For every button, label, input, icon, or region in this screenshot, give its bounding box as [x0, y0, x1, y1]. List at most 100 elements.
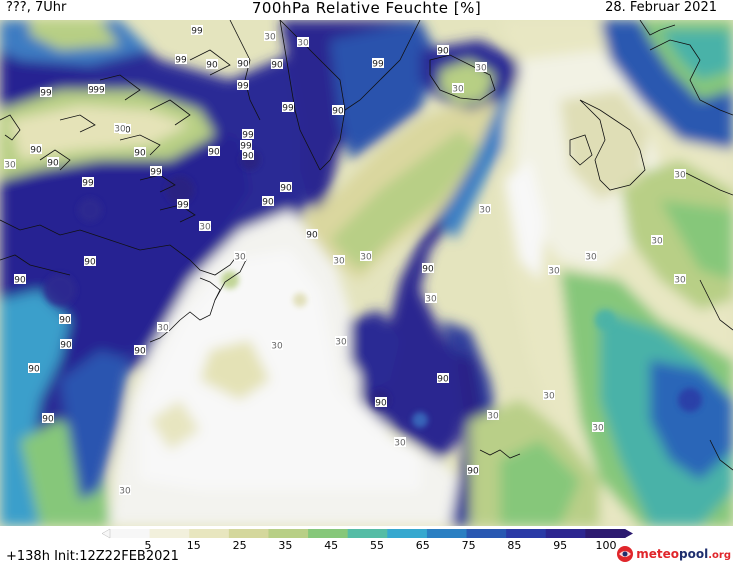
contour-label-bg: [306, 229, 318, 239]
contour-label: 90: [467, 467, 479, 477]
scale-tick-label: 65: [415, 539, 430, 552]
contour-label-bg: [59, 314, 71, 324]
contour-label-bg: [150, 166, 162, 176]
contour-label-bg: [280, 182, 292, 192]
contour-label-bg: [42, 413, 54, 423]
contour-label-bg: [332, 105, 344, 115]
contour-label-bg: [437, 373, 449, 383]
contour-label-bg: [157, 322, 169, 332]
contour-labels: 9999909099909990909990999099999090999099…: [4, 25, 686, 497]
contour-label: 30: [592, 424, 604, 434]
contour-label: 30: [271, 342, 283, 352]
color-scale-swatch: [545, 529, 586, 538]
contour-label-bg: [394, 437, 406, 447]
scale-tick-label: 25: [232, 539, 247, 552]
color-scale-swatch: [387, 529, 428, 538]
contour-label-bg: [585, 251, 597, 261]
contour-label: 90: [422, 265, 434, 275]
contour-label: 90: [437, 47, 449, 57]
contour-label-bg: [375, 397, 387, 407]
contour-label-bg: [237, 58, 249, 68]
contour-label: 99: [372, 60, 384, 70]
color-scale-swatch: [149, 529, 190, 538]
contour-label-bg: [651, 235, 663, 245]
contour-label: 90: [306, 231, 318, 241]
contour-label-bg: [119, 485, 131, 495]
scale-tick-label: 95: [553, 539, 568, 552]
color-scale-swatch: [347, 529, 388, 538]
contour-label-bg: [134, 345, 146, 355]
contour-label: 30: [119, 487, 131, 497]
scale-tick-label: 45: [324, 539, 339, 552]
scale-tick-label: 85: [507, 539, 522, 552]
contour-label-bg: [191, 25, 203, 35]
contour-label-bg: [264, 31, 276, 41]
contour-label: 30: [264, 33, 276, 43]
contour-label-bg: [177, 199, 189, 209]
contour-label-bg: [487, 410, 499, 420]
map-title: 700hPa Relative Feuchte [%]: [251, 0, 482, 17]
color-scale-swatch: [110, 529, 151, 538]
humidity-detail: [44, 150, 702, 428]
color-scale-swatch: [189, 529, 230, 538]
contour-label-bg: [479, 204, 491, 214]
color-scale-swatch: [506, 529, 547, 538]
contour-label-bg: [4, 159, 16, 169]
run-info: +138h Init:12Z22FEB2021: [6, 549, 179, 564]
contour-label-bg: [175, 54, 187, 64]
contour-label: 99: [82, 179, 94, 189]
contour-label-bg: [475, 62, 487, 72]
header: ???, 7Uhr 700hPa Relative Feuchte [%] 28…: [0, 0, 733, 20]
color-scale-swatch: [228, 529, 269, 538]
contour-label-bg: [40, 87, 52, 97]
contour-label-bg: [242, 129, 254, 139]
contour-label-bg: [14, 274, 26, 284]
forecast-time-label: ???, 7Uhr: [6, 0, 67, 15]
humidity-field: [0, 20, 733, 526]
coastlines: [0, 20, 733, 471]
contour-label: 90: [206, 61, 218, 71]
contour-label: 30: [335, 338, 347, 348]
contour-label-bg: [93, 84, 105, 94]
contour-label: 90: [30, 146, 42, 156]
contour-label-bg: [114, 123, 126, 133]
valid-date: 28. Februar 2021: [605, 0, 717, 15]
contour-label: 90: [208, 148, 220, 158]
contour-label: 99: [93, 86, 105, 96]
contour-label-bg: [82, 177, 94, 187]
contour-label-bg: [28, 363, 40, 373]
legend: 5 15 25 35 45 55 65 75 85 95 100 +138h Init:12Z22F…: [0, 526, 733, 566]
contour-label: 90: [59, 316, 71, 326]
contour-label: 99: [150, 168, 162, 178]
logo-text: meteopool.org: [636, 547, 731, 561]
contour-label: 30: [651, 237, 663, 247]
color-scale-swatch: [466, 529, 507, 538]
contour-label: 90: [47, 159, 59, 169]
contour-label: 90: [280, 184, 292, 194]
contour-label: 99: [191, 27, 203, 37]
contour-label-bg: [372, 58, 384, 68]
contour-label-bg: [360, 251, 372, 261]
contour-label-bg: [206, 59, 218, 69]
contour-label-bg: [467, 465, 479, 475]
contour-label-bg: [60, 339, 72, 349]
contour-label-bg: [240, 140, 252, 150]
contour-label-bg: [282, 102, 294, 112]
contour-label: 30: [674, 171, 686, 181]
humidity-map[interactable]: 9999909099909990909990999099999090999099…: [0, 20, 733, 526]
scale-tick-label: 55: [370, 539, 384, 552]
contour-label-bg: [84, 256, 96, 266]
meteopool-logo[interactable]: meteopool.org: [616, 544, 731, 564]
contour-label: 30: [333, 257, 345, 267]
globe-icon: [617, 546, 634, 562]
contour-label-bg: [437, 45, 449, 55]
contour-label: 99: [175, 56, 187, 66]
contour-label: 90: [134, 347, 146, 357]
contour-label-bg: [30, 144, 42, 154]
contour-label-bg: [262, 196, 274, 206]
contour-label: 30: [360, 253, 372, 263]
color-scale-swatch: [308, 529, 349, 538]
scale-tick-label: 35: [278, 539, 293, 552]
scale-arrow-right: [625, 529, 633, 538]
contour-label: 99: [240, 142, 252, 152]
